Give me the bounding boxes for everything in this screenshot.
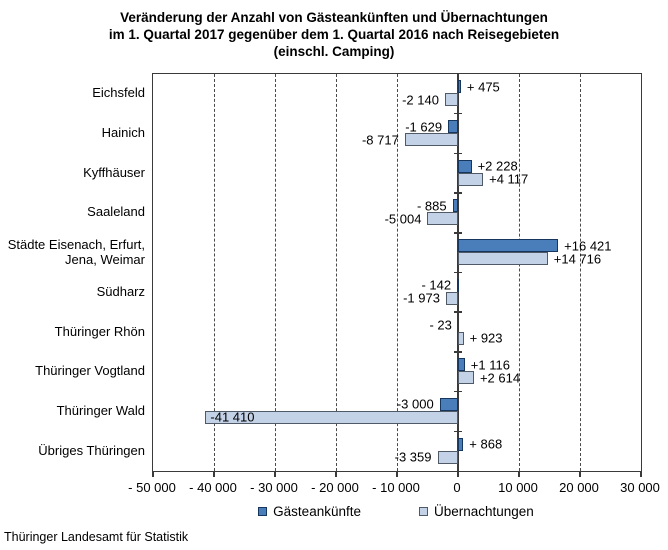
x-tick-label: 0 bbox=[453, 480, 461, 495]
bar-value-label: -1 629 bbox=[405, 119, 443, 135]
bar-uebernachtungen bbox=[205, 410, 458, 424]
bar-gaesteankuenfte bbox=[448, 120, 458, 134]
bar-value-label: -8 717 bbox=[361, 132, 399, 148]
x-axis-tick bbox=[335, 471, 337, 477]
legend: Gästeankünfte Übernachtungen bbox=[152, 504, 640, 519]
category-axis-tick bbox=[454, 152, 462, 155]
x-axis-tick bbox=[457, 471, 459, 477]
bar-gaesteankuenfte bbox=[452, 199, 458, 213]
bar-value-label: -2 140 bbox=[402, 92, 439, 108]
legend-label: Gästeankünfte bbox=[273, 504, 361, 519]
bar-value-label: -5 004 bbox=[384, 211, 422, 227]
legend-label: Übernachtungen bbox=[433, 504, 534, 519]
gridline bbox=[214, 74, 215, 471]
legend-swatch-icon bbox=[258, 507, 268, 516]
bar-value-label: +4 117 bbox=[489, 171, 529, 187]
category-axis-tick bbox=[454, 351, 462, 353]
gridline bbox=[397, 74, 398, 471]
x-axis-tick bbox=[152, 471, 154, 477]
x-tick-label: - 50 000 bbox=[128, 480, 176, 495]
category-label: Eichsfeld bbox=[92, 85, 145, 101]
x-tick-label: - 10 000 bbox=[372, 480, 420, 495]
x-axis-tick bbox=[396, 471, 398, 477]
legend-swatch-icon bbox=[418, 507, 428, 516]
x-axis-tick bbox=[213, 471, 215, 477]
category-axis-tick bbox=[454, 390, 462, 393]
bar-gaesteankuenfte bbox=[458, 437, 464, 451]
plot-area: + 475 -1 629 +2 228 - 885 +16 421 - 142 - 23 +1… bbox=[152, 73, 642, 472]
category-label: Hainich bbox=[101, 125, 145, 141]
category-label: Südharz bbox=[96, 283, 145, 299]
bar-value-label: -1 973 bbox=[403, 290, 440, 306]
chart-title-line2: im 1. Quartal 2017 gegenüber dem 1. Quar… bbox=[108, 27, 560, 42]
bar-value-label: -41 410 bbox=[210, 409, 255, 425]
category-axis-tick bbox=[454, 192, 462, 194]
chart-title-line3: (einschl. Camping) bbox=[273, 44, 395, 59]
footer-source: Thüringer Landesamt für Statistik bbox=[4, 530, 189, 544]
category-label: Kyffhäuser bbox=[83, 164, 145, 180]
category-label: Thüringer Vogtland bbox=[35, 363, 145, 379]
category-axis-tick bbox=[454, 232, 462, 234]
gridline bbox=[275, 74, 276, 471]
bar-value-label: + 923 bbox=[469, 330, 503, 346]
bar-gaesteankuenfte bbox=[458, 239, 559, 253]
chart-title-line1: Veränderung der Anzahl von Gästeankünfte… bbox=[120, 10, 548, 25]
x-axis-tick bbox=[579, 471, 581, 477]
x-tick-label: 20 000 bbox=[559, 480, 599, 495]
x-axis-tick bbox=[640, 471, 642, 477]
bar-value-label: +16 421 bbox=[564, 238, 612, 254]
category-label: Saaleland bbox=[87, 204, 145, 220]
legend-item: Gästeankünfte bbox=[258, 504, 361, 519]
bar-uebernachtungen bbox=[404, 133, 458, 147]
category-label: Städte Eisenach, Erfurt, Jena, Weimar bbox=[7, 236, 145, 267]
category-axis-tick bbox=[454, 430, 462, 433]
bar-uebernachtungen bbox=[444, 93, 458, 107]
bar-gaesteankuenfte bbox=[458, 159, 472, 173]
bar-value-label: - 23 bbox=[429, 317, 452, 333]
bar-value-label: + 868 bbox=[469, 436, 503, 452]
category-axis-tick bbox=[454, 271, 462, 274]
category-label: Thüringer Wald bbox=[56, 402, 145, 418]
bar-gaesteankuenfte bbox=[458, 80, 461, 94]
bar-value-label: + 475 bbox=[466, 79, 500, 95]
bar-value-label: +2 228 bbox=[477, 158, 518, 174]
bar-uebernachtungen bbox=[445, 291, 458, 305]
x-tick-label: - 40 000 bbox=[189, 480, 237, 495]
bar-uebernachtungen bbox=[437, 450, 458, 464]
x-tick-label: 30 000 bbox=[620, 480, 660, 495]
x-tick-label: - 20 000 bbox=[311, 480, 359, 495]
bar-uebernachtungen bbox=[458, 252, 548, 266]
category-label: Übriges Thüringen bbox=[38, 442, 145, 458]
category-axis-tick bbox=[454, 311, 462, 313]
bar-uebernachtungen bbox=[458, 172, 484, 186]
bar-value-label: +1 116 bbox=[470, 357, 510, 373]
legend-item: Übernachtungen bbox=[418, 504, 534, 519]
bar-uebernachtungen bbox=[458, 331, 464, 345]
category-axis-tick bbox=[454, 112, 462, 115]
x-axis-tick bbox=[518, 471, 520, 477]
category-label: Thüringer Rhön bbox=[54, 323, 145, 339]
bar-gaesteankuenfte bbox=[439, 397, 458, 411]
gridline bbox=[336, 74, 337, 471]
bar-value-label: - 142 bbox=[421, 277, 452, 293]
chart-title: Veränderung der Anzahl von Gästeankünfte… bbox=[0, 9, 668, 60]
bar-gaesteankuenfte bbox=[458, 358, 465, 372]
bar-value-label: -3 359 bbox=[394, 449, 432, 465]
bar-uebernachtungen bbox=[427, 212, 458, 226]
bar-value-label: +2 614 bbox=[479, 370, 521, 386]
bar-value-label: - 885 bbox=[416, 198, 447, 214]
category-axis-labels: Eichsfeld Hainich Kyffhäuser Saaleland Städt… bbox=[0, 73, 145, 470]
gridline bbox=[519, 74, 520, 471]
bar-value-label: -3 000 bbox=[396, 396, 434, 412]
bar-gaesteankuenfte bbox=[457, 278, 460, 292]
x-axis-tick bbox=[274, 471, 276, 477]
bar-value-label: +14 716 bbox=[553, 251, 602, 267]
x-tick-label: 10 000 bbox=[498, 480, 538, 495]
x-tick-label: - 30 000 bbox=[250, 480, 298, 495]
bar-uebernachtungen bbox=[458, 371, 474, 385]
gridline bbox=[580, 74, 581, 471]
